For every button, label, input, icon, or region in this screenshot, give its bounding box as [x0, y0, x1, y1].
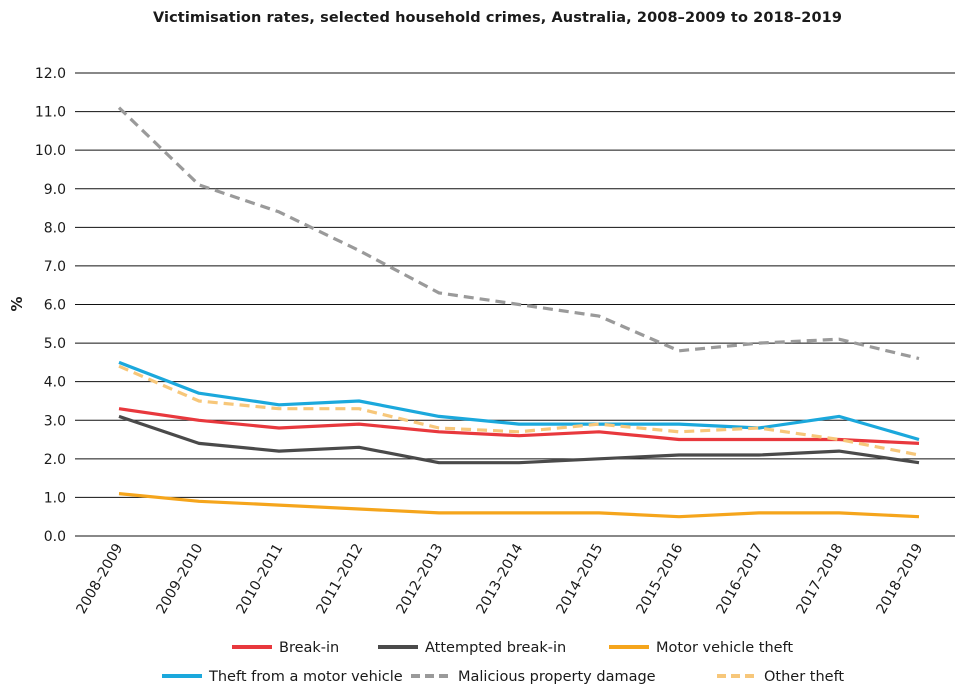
- y-tick-label: 0.0: [44, 529, 66, 545]
- y-tick-label: 5.0: [44, 336, 66, 352]
- x-tick-label: 2014–2015: [553, 541, 606, 617]
- legend-label: Attempted break-in: [425, 640, 566, 656]
- y-tick-label: 8.0: [44, 220, 66, 236]
- x-tick-label: 2008–2009: [73, 541, 126, 617]
- legend-label: Malicious property damage: [458, 669, 656, 685]
- series-line: [117, 106, 920, 361]
- legend-label: Motor vehicle theft: [656, 640, 793, 656]
- legend-label: Other theft: [764, 669, 844, 685]
- y-tick-label: 3.0: [44, 413, 66, 429]
- x-tick-label: 2009–2010: [153, 541, 206, 617]
- series-line: [118, 407, 920, 445]
- x-tick-label: 2011–2012: [313, 541, 366, 617]
- series-line: [118, 414, 920, 465]
- y-axis-ticks: 0.0 1.0 2.0 3.0 4.0 5.0 6.0 7.0 8.0 9.0 10.0 11.0 12…: [35, 66, 66, 545]
- y-tick-label: 9.0: [44, 182, 66, 198]
- x-tick-label: 2017–2018: [793, 541, 846, 617]
- x-tick-label: 2018–2019: [873, 541, 926, 617]
- legend-label: Theft from a motor vehicle: [208, 669, 403, 685]
- y-tick-label: 12.0: [35, 66, 66, 82]
- x-tick-label: 2012–2013: [393, 541, 446, 617]
- legend-label: Break-in: [279, 640, 339, 656]
- legend: Break-in Attempted break-in Motor vehicle …: [162, 640, 844, 685]
- x-tick-label: 2015–2016: [633, 541, 686, 617]
- series-lines: [117, 106, 920, 519]
- x-tick-label: 2010–2011: [233, 541, 286, 617]
- series-line: [118, 364, 920, 457]
- y-tick-label: 2.0: [44, 452, 66, 468]
- series-line: [118, 360, 920, 442]
- x-tick-label: 2013–2014: [473, 541, 526, 617]
- x-axis-ticks: 2008–2009 2009–2010 2010–2011 2011–2012 2012…: [73, 541, 926, 617]
- series-line: [118, 492, 920, 519]
- y-tick-label: 11.0: [35, 105, 66, 121]
- chart-title: Victimisation rates, selected household …: [152, 10, 843, 26]
- y-tick-label: 7.0: [44, 259, 66, 275]
- y-tick-label: 6.0: [44, 298, 66, 314]
- x-tick-label: 2016–2017: [713, 541, 766, 617]
- y-tick-label: 4.0: [44, 375, 66, 391]
- y-axis-label: %: [8, 296, 26, 311]
- y-tick-label: 10.0: [35, 143, 66, 159]
- y-tick-label: 1.0: [44, 490, 66, 506]
